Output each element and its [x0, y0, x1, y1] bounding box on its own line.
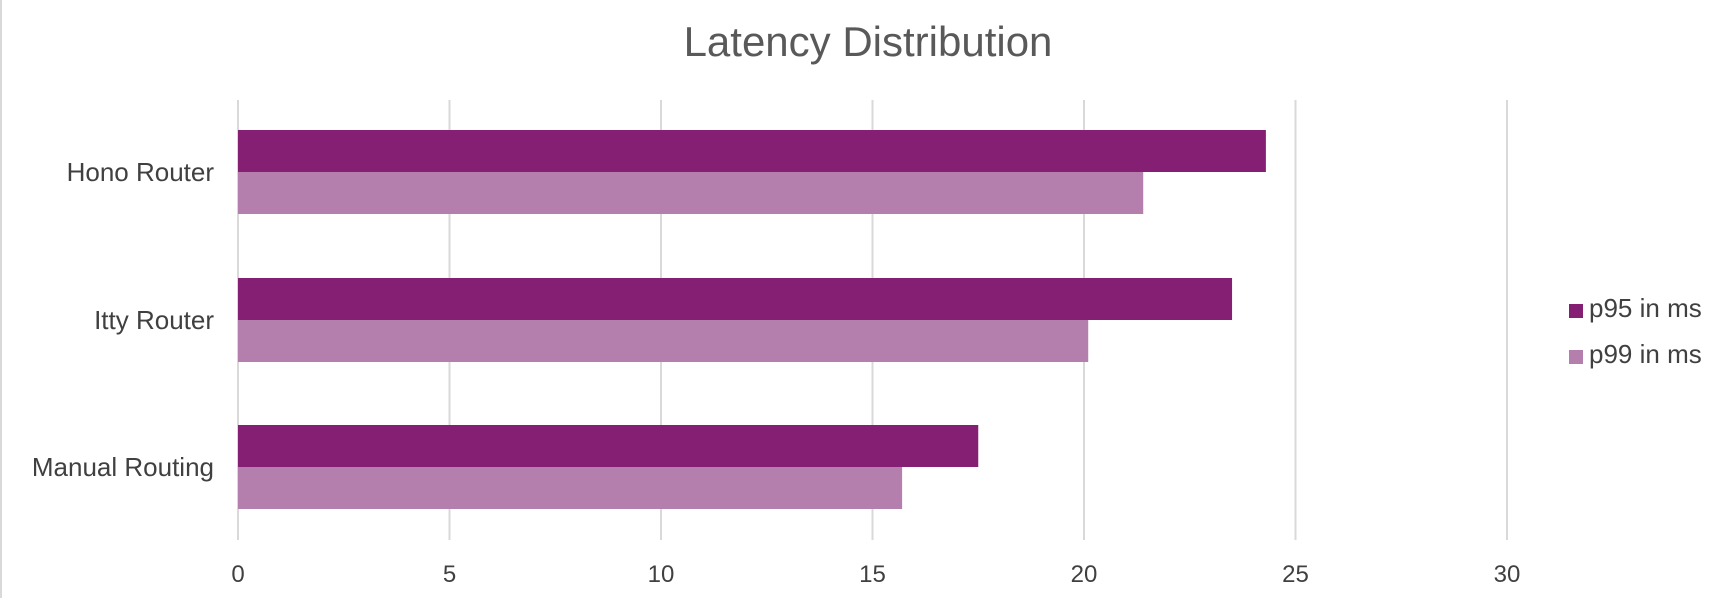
x-tick-label: 20 — [1071, 561, 1098, 588]
x-tick-label: 30 — [1494, 561, 1521, 588]
x-tick-label: 10 — [648, 561, 675, 588]
bar-p99-hono-router — [238, 172, 1144, 214]
category-label: Manual Routing — [32, 452, 214, 482]
legend-label-p95: p95 in ms — [1589, 293, 1702, 323]
category-label: Itty Router — [94, 305, 214, 335]
legend-swatch-p95 — [1569, 304, 1583, 318]
x-tick-label: 25 — [1282, 561, 1309, 588]
legend-swatch-p99 — [1569, 350, 1583, 364]
x-axis-ticks: 0 5 10 15 20 25 30 — [231, 561, 1520, 588]
chart-title: Latency Distribution — [684, 18, 1053, 65]
x-tick-label: 0 — [231, 561, 244, 588]
bar-p99-manual-routing — [238, 467, 903, 509]
bar-p95-itty-router — [238, 278, 1233, 320]
x-tick-label: 5 — [443, 561, 456, 588]
bar-series — [238, 130, 1266, 509]
y-axis-categories: Hono Router Itty Router Manual Routing — [32, 157, 214, 482]
legend: p95 in ms p99 in ms — [1569, 293, 1702, 369]
x-tick-label: 15 — [859, 561, 886, 588]
category-label: Hono Router — [67, 157, 215, 187]
bar-p95-hono-router — [238, 130, 1266, 172]
legend-label-p99: p99 in ms — [1589, 339, 1702, 369]
bar-p95-manual-routing — [238, 425, 979, 467]
bar-p99-itty-router — [238, 320, 1089, 362]
